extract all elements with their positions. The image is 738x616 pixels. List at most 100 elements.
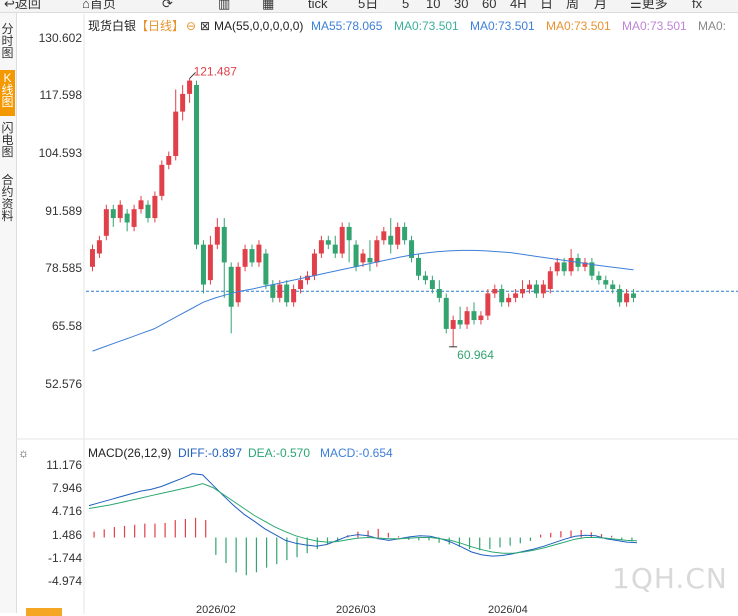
candle-body bbox=[617, 288, 623, 303]
candle-body bbox=[471, 311, 477, 321]
candle-body bbox=[311, 253, 317, 276]
candle-body bbox=[415, 257, 421, 276]
tab-month[interactable]: 月 bbox=[594, 0, 608, 11]
candle-type-icon[interactable]: ▦ bbox=[262, 0, 275, 11]
symbol-name: 现货白银 bbox=[88, 19, 137, 33]
candle-body bbox=[291, 288, 297, 303]
candle-body bbox=[395, 226, 401, 245]
candle-body bbox=[360, 253, 366, 263]
candle-body bbox=[332, 244, 338, 254]
ma0-value-5: MA0: bbox=[698, 19, 727, 33]
candle-body bbox=[402, 226, 408, 241]
tab-timeshare[interactable]: 分时图 bbox=[1, 22, 14, 60]
candle-body bbox=[603, 280, 609, 285]
candle-body bbox=[353, 244, 359, 267]
candle-body bbox=[624, 293, 630, 303]
candle-body bbox=[478, 315, 484, 321]
candle-body bbox=[284, 284, 290, 303]
macd-diff-value: DIFF:-0.897 bbox=[178, 446, 243, 460]
candle-body bbox=[270, 284, 276, 298]
period-label: 【日线】 bbox=[136, 19, 185, 33]
candle-body bbox=[318, 240, 324, 254]
candle-body bbox=[249, 249, 255, 263]
candle-body bbox=[159, 164, 165, 196]
tab-lightning[interactable]: 闪电图 bbox=[1, 121, 14, 159]
candle-body bbox=[194, 85, 200, 245]
y-tick-7: 52.576 bbox=[45, 377, 82, 391]
x-label-3: 2026/04 bbox=[488, 604, 528, 616]
refresh-icon[interactable]: ⟳ bbox=[162, 0, 173, 11]
macd-y-tick-4: 1.486 bbox=[51, 528, 82, 542]
y-tick-4: 91.589 bbox=[45, 204, 82, 218]
candle-body bbox=[582, 262, 588, 267]
macd-settings-icon[interactable]: ☼ bbox=[18, 446, 29, 460]
ma0-value-4: MA0:73.501 bbox=[622, 19, 687, 33]
candle-body bbox=[187, 80, 193, 94]
tab-kline[interactable]: K线图 bbox=[0, 70, 15, 116]
candle-body bbox=[96, 240, 102, 254]
tab-day[interactable]: 日 bbox=[540, 0, 554, 11]
tab-10[interactable]: 10 bbox=[426, 0, 441, 11]
macd-y-tick-2: 7.946 bbox=[51, 481, 82, 495]
tab-contract-info[interactable]: 合约资料 bbox=[1, 173, 14, 223]
candle-body bbox=[631, 293, 637, 298]
tab-tick[interactable]: tick bbox=[308, 0, 328, 11]
y-tick-1: 130.602 bbox=[38, 31, 82, 45]
ma0-value-2: MA0:73.501 bbox=[470, 19, 535, 33]
fx-button[interactable]: fx bbox=[692, 0, 703, 11]
candle-body bbox=[554, 262, 560, 272]
tab-4h[interactable]: 4H bbox=[510, 0, 527, 11]
back-button[interactable]: ↩返回 bbox=[4, 0, 41, 11]
tab-60[interactable]: 60 bbox=[482, 0, 497, 11]
candle-body bbox=[228, 266, 234, 307]
tab-5day[interactable]: 5日 bbox=[358, 0, 379, 11]
more-button[interactable]: ☰更多 bbox=[630, 0, 668, 11]
candle-body bbox=[214, 226, 220, 245]
candle-body bbox=[526, 284, 532, 289]
y-tick-2: 117.598 bbox=[39, 88, 83, 102]
macd-y-tick-1: 11.176 bbox=[46, 458, 82, 472]
macd-y-tick-3: 4.716 bbox=[51, 504, 82, 518]
indicator-label: MA(55,0,0,0,0,0) bbox=[214, 19, 304, 33]
candle-body bbox=[464, 311, 470, 325]
watermark: 1QH.CN bbox=[612, 562, 728, 595]
candle-body bbox=[242, 249, 248, 267]
candle-body bbox=[103, 209, 109, 236]
candle-body bbox=[540, 284, 546, 294]
candle-body bbox=[117, 204, 123, 219]
top-toolbar: ↩返回 ⌂首页 ⟳ ▥ ▦ tick 5日 5 10 30 60 4H 日 周 … bbox=[0, 0, 738, 13]
candle-body bbox=[561, 262, 567, 272]
candle-body bbox=[166, 155, 172, 165]
tab-5[interactable]: 5 bbox=[402, 0, 410, 11]
candle-body bbox=[381, 231, 387, 241]
candle-body bbox=[298, 280, 304, 289]
candle-body bbox=[173, 111, 179, 156]
candle-body bbox=[152, 195, 158, 219]
macd-dea-value: DEA:-0.570 bbox=[248, 446, 311, 460]
daily-tab-indicator[interactable] bbox=[26, 608, 62, 616]
candle-body bbox=[388, 235, 394, 245]
indicator-icon[interactable]: ⊠ bbox=[200, 19, 211, 33]
home-button[interactable]: ⌂首页 bbox=[82, 0, 116, 11]
y-tick-5: 78.585 bbox=[45, 261, 82, 275]
candle-body bbox=[138, 200, 144, 210]
candle-body bbox=[207, 244, 213, 281]
candle-body bbox=[499, 288, 505, 303]
tab-week[interactable]: 周 bbox=[566, 0, 580, 11]
ma0-value-3: MA0:73.501 bbox=[546, 19, 611, 33]
macd-title: MACD(26,12,9) bbox=[88, 446, 172, 460]
side-tab-bar: 分时图 K线图 闪电图 合约资料 bbox=[0, 13, 17, 613]
candle-body bbox=[429, 280, 435, 289]
candle-body bbox=[235, 266, 241, 303]
candle-body bbox=[436, 288, 442, 298]
macd-y-tick-5: -1.744 bbox=[47, 551, 82, 565]
macd-dea-line bbox=[88, 483, 638, 554]
candle-body bbox=[367, 257, 373, 263]
tab-30[interactable]: 30 bbox=[454, 0, 469, 11]
candle-body bbox=[339, 226, 345, 254]
settings-icon[interactable]: ⊖ bbox=[186, 19, 197, 33]
chart-type-icon[interactable]: ▥ bbox=[218, 0, 231, 11]
candle-body bbox=[450, 320, 456, 329]
candle-body bbox=[409, 240, 415, 258]
